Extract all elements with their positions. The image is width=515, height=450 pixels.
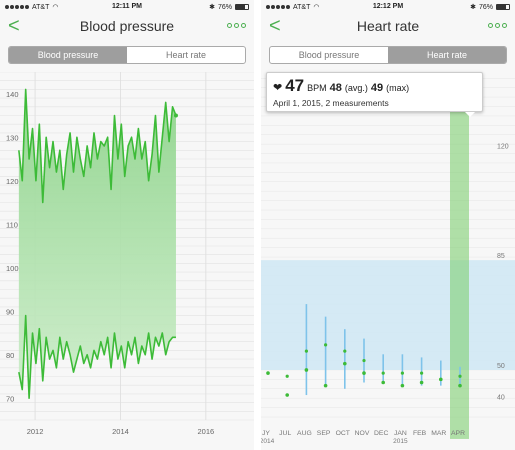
tooltip-avg-label: (avg.) bbox=[344, 83, 368, 93]
measurement-point bbox=[439, 377, 443, 382]
tooltip-unit: BPM bbox=[307, 83, 327, 93]
tooltip-avg: 48 bbox=[329, 82, 342, 94]
measurement-tooltip: ❤ 47 BPM 48 (avg.) 49 (max) April 1, 201… bbox=[266, 72, 483, 117]
measurement-point bbox=[458, 383, 462, 388]
signal-icon bbox=[266, 5, 290, 9]
average-point bbox=[420, 371, 424, 375]
systolic-last-point bbox=[173, 113, 178, 118]
year-label: 2014 bbox=[261, 438, 275, 445]
x-tick-label: AUG bbox=[297, 430, 312, 437]
tab-heart-rate[interactable]: Heart rate bbox=[388, 47, 506, 63]
x-tick-label: 2016 bbox=[198, 427, 215, 436]
average-point bbox=[362, 358, 366, 363]
heart-rate-screen: AT&T ◠ 12:12 PM ✱ 76% < Heart rate Blood… bbox=[261, 0, 515, 450]
average-point bbox=[458, 374, 462, 378]
x-tick-label: OCT bbox=[336, 430, 350, 437]
x-tick-label: DEC bbox=[374, 430, 388, 437]
y-tick-label: 120 bbox=[497, 143, 509, 150]
year-label: 2015 bbox=[393, 438, 408, 445]
measurement-point bbox=[266, 371, 270, 375]
x-tick-label: SEP bbox=[317, 430, 331, 437]
average-point bbox=[381, 371, 385, 375]
y-tick-label: 130 bbox=[6, 133, 19, 142]
measurement-point bbox=[400, 383, 405, 388]
segmented-control: Blood pressure Heart rate bbox=[8, 46, 246, 64]
y-tick-label: 90 bbox=[6, 307, 14, 316]
x-tick-label: FEB bbox=[413, 430, 427, 437]
tab-heart-rate[interactable]: Heart rate bbox=[165, 50, 207, 60]
battery-percent: 76% bbox=[478, 3, 493, 11]
x-tick-label: APR bbox=[451, 430, 465, 437]
wifi-icon: ◠ bbox=[313, 4, 320, 11]
pressure-range-area bbox=[18, 89, 176, 399]
carrier-label: AT&T bbox=[293, 3, 311, 11]
measurement-point bbox=[343, 361, 347, 366]
average-point bbox=[343, 349, 347, 353]
signal-icon bbox=[5, 5, 29, 9]
back-chevron-icon[interactable]: < bbox=[269, 15, 281, 37]
more-options-icon[interactable] bbox=[488, 23, 507, 28]
bluetooth-icon: ✱ bbox=[209, 4, 215, 11]
y-tick-label: 70 bbox=[6, 394, 14, 403]
x-tick-label: MAR bbox=[431, 430, 446, 437]
status-bar: AT&T ◠ 12:12 PM ✱ 76% bbox=[261, 0, 515, 14]
y-tick-label: 120 bbox=[6, 177, 19, 186]
blood-pressure-screen: AT&T ◠ 12:11 PM ✱ 76% < Blood pressure B… bbox=[0, 0, 254, 450]
measurement-point bbox=[362, 371, 366, 375]
page-title: Blood pressure bbox=[79, 18, 175, 34]
tab-blood-pressure[interactable]: Blood pressure bbox=[9, 47, 127, 63]
y-tick-label: 110 bbox=[6, 220, 18, 229]
selected-day-highlight bbox=[450, 56, 469, 439]
heart-icon: ❤ bbox=[273, 82, 283, 94]
page-title: Heart rate bbox=[356, 18, 420, 34]
tooltip-date: April 1, 2015, 2 measurements bbox=[273, 98, 389, 108]
battery-percent: 76% bbox=[217, 3, 232, 11]
measurement-point bbox=[323, 383, 328, 388]
x-tick-label: JAN bbox=[394, 430, 407, 437]
measurement-point bbox=[381, 380, 385, 385]
carrier-label: AT&T bbox=[32, 3, 50, 11]
measurement-point bbox=[419, 380, 424, 385]
x-tick-label: JY bbox=[262, 430, 270, 437]
y-tick-label: 100 bbox=[6, 264, 19, 273]
status-bar: AT&T ◠ 12:11 PM ✱ 76% bbox=[0, 0, 254, 14]
average-point bbox=[304, 349, 308, 353]
measurement-point bbox=[304, 368, 309, 372]
tooltip-value: 47 bbox=[285, 76, 305, 95]
heart-rate-chart[interactable]: 120 85 50 40 JY JUL AUG SEP OCT NOV DEC JAN FEB MAR A… bbox=[261, 56, 515, 450]
y-tick-label: 140 bbox=[6, 90, 19, 99]
tooltip-pointer bbox=[465, 112, 475, 117]
tooltip-max: 49 bbox=[370, 82, 384, 94]
systolic-line bbox=[18, 88, 177, 204]
segmented-control: Blood pressure Heart rate bbox=[269, 46, 507, 64]
tab-blood-pressure[interactable]: Blood pressure bbox=[298, 50, 360, 60]
x-tick-label: 2012 bbox=[27, 427, 44, 436]
average-point bbox=[324, 343, 328, 347]
status-time: 12:11 PM bbox=[112, 3, 142, 10]
tooltip-max-label: (max) bbox=[386, 83, 410, 93]
blood-pressure-chart[interactable]: 140 130 120 110 100 90 80 70 2012 2014 2016 bbox=[0, 71, 254, 450]
status-time: 12:12 PM bbox=[372, 3, 404, 10]
back-chevron-icon[interactable]: < bbox=[8, 15, 20, 37]
more-options-icon[interactable] bbox=[227, 23, 246, 28]
battery-icon bbox=[235, 4, 249, 10]
average-point bbox=[285, 374, 289, 378]
wifi-icon: ◠ bbox=[52, 4, 59, 11]
diastolic-line bbox=[18, 314, 176, 400]
y-tick-label: 50 bbox=[497, 363, 505, 370]
navigation-bar: < Blood pressure bbox=[0, 14, 254, 42]
x-tick-label: NOV bbox=[355, 430, 370, 437]
x-tick-label: JUL bbox=[279, 430, 291, 437]
y-tick-label: 80 bbox=[6, 351, 14, 360]
average-point bbox=[400, 371, 404, 375]
y-tick-label: 40 bbox=[497, 394, 505, 401]
x-tick-label: 2014 bbox=[112, 427, 129, 436]
battery-icon bbox=[496, 4, 510, 10]
measurement-point bbox=[285, 393, 289, 397]
y-tick-label: 85 bbox=[497, 253, 505, 260]
navigation-bar: < Heart rate bbox=[261, 14, 515, 42]
bluetooth-icon: ✱ bbox=[470, 4, 476, 11]
normal-range-band bbox=[261, 260, 515, 370]
